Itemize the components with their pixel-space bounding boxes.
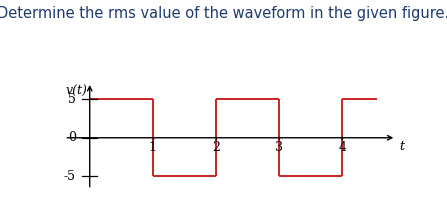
Text: 2: 2 — [212, 141, 220, 154]
Text: 3: 3 — [275, 141, 283, 154]
Text: 5: 5 — [68, 93, 76, 106]
Text: v(t): v(t) — [66, 84, 88, 97]
Text: t: t — [399, 140, 405, 153]
Text: 1: 1 — [149, 141, 157, 154]
Text: -5: -5 — [64, 170, 76, 183]
Text: 4: 4 — [338, 141, 346, 154]
Text: 0: 0 — [68, 131, 76, 144]
Text: Determine the rms value of the waveform in the given figure.: Determine the rms value of the waveform … — [0, 6, 447, 21]
